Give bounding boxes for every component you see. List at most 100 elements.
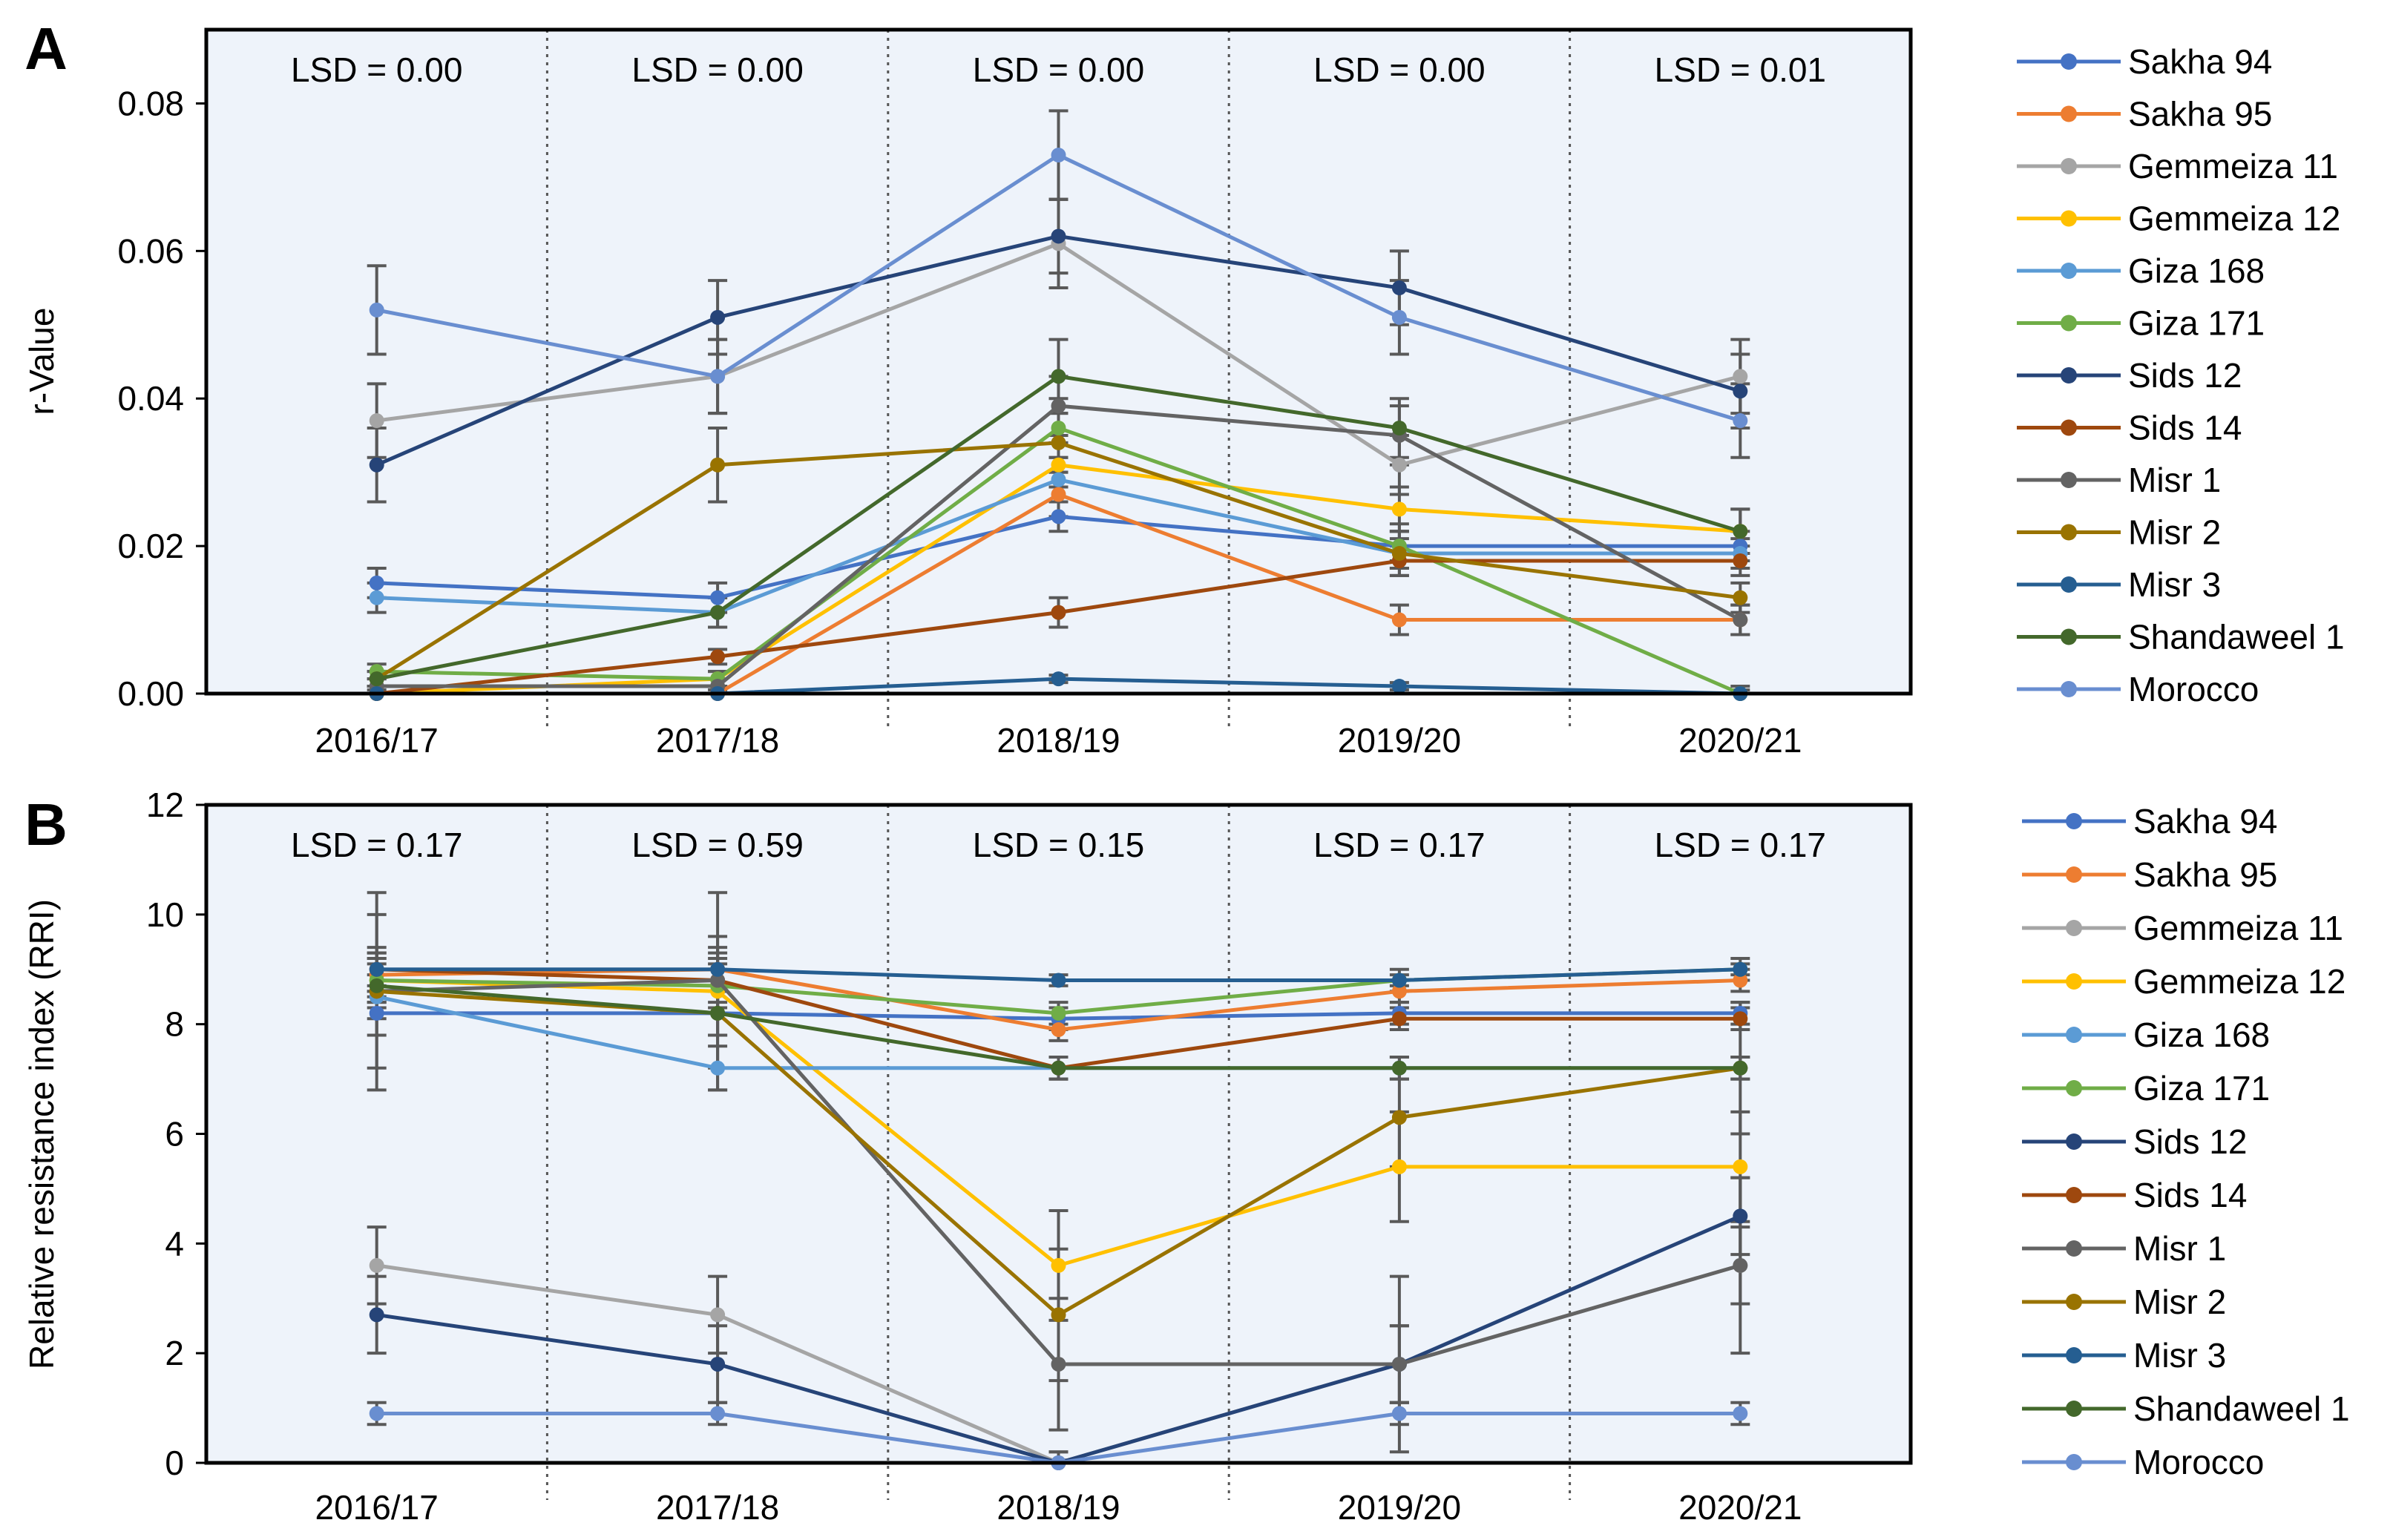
legend-label: Gemmeiza 11	[2133, 909, 2343, 947]
legend-label: Sakha 95	[2133, 855, 2277, 894]
data-point	[710, 309, 726, 325]
legend-swatch-marker	[2066, 1401, 2082, 1417]
legend-item: Misr 3	[2017, 565, 2221, 604]
legend-label: Misr 1	[2133, 1229, 2226, 1268]
data-point	[1733, 1406, 1748, 1421]
data-point	[710, 1406, 726, 1421]
legend-swatch-marker	[2061, 419, 2077, 436]
legend-item: Shandaweel 1	[2017, 618, 2345, 657]
data-point	[369, 1005, 384, 1021]
legend-item: Shandaweel 1	[2022, 1389, 2350, 1428]
data-point	[710, 590, 726, 605]
legend-item: Giza 168	[2022, 1016, 2270, 1054]
data-point	[369, 671, 384, 687]
legend-swatch-marker	[2061, 628, 2077, 645]
data-point	[1391, 421, 1407, 435]
data-point	[1051, 369, 1066, 384]
data-point	[1391, 1356, 1407, 1372]
data-point	[1733, 369, 1748, 384]
data-point	[1051, 605, 1066, 620]
legend-item: Sakha 94	[2022, 802, 2277, 840]
legend-label: Shandaweel 1	[2128, 618, 2345, 657]
data-point	[1391, 1159, 1407, 1174]
x-tick-label: 2018/19	[997, 721, 1120, 760]
data-point	[710, 1307, 726, 1323]
y-tick-label: 6	[165, 1115, 184, 1154]
legend-item: Gemmeiza 12	[2022, 962, 2346, 1001]
series-shandaweel-1	[369, 978, 1748, 1076]
y-tick-label: 0.04	[117, 379, 184, 418]
y-tick-label: 0.02	[117, 527, 184, 565]
data-point	[369, 590, 384, 605]
y-tick-label: 4	[165, 1224, 184, 1263]
legend-item: Sakha 95	[2017, 95, 2272, 134]
legend-item: Sakha 94	[2017, 42, 2272, 81]
data-point	[1051, 1257, 1066, 1273]
plot-frame	[204, 27, 1913, 696]
series-sids-12	[369, 228, 1748, 473]
data-point	[1391, 1060, 1407, 1076]
legend-swatch-marker	[2066, 973, 2082, 990]
data-point	[1733, 1208, 1748, 1224]
data-point	[1051, 973, 1066, 988]
legend-label: Gemmeiza 12	[2133, 962, 2346, 1001]
legend-item: Sids 12	[2017, 356, 2242, 395]
legend-swatch-marker	[2066, 1133, 2082, 1150]
legend-swatch-marker	[2066, 920, 2082, 936]
legend-item: Misr 2	[2017, 513, 2221, 552]
x-tick-label: 2019/20	[1338, 1488, 1461, 1527]
y-tick-label: 12	[146, 786, 184, 824]
lsd-label: LSD = 0.17	[1313, 826, 1485, 864]
data-point	[1391, 679, 1407, 694]
data-point	[1391, 457, 1407, 473]
legend-label: Sakha 95	[2128, 95, 2272, 134]
data-point	[1733, 1011, 1748, 1027]
series-misr-3	[369, 961, 1748, 988]
data-point	[1733, 590, 1748, 605]
data-point	[710, 1060, 726, 1076]
legend-item: Misr 1	[2017, 461, 2221, 499]
data-point	[1733, 973, 1748, 988]
legend-label: Misr 3	[2133, 1336, 2226, 1375]
legend-item: Gemmeiza 11	[2017, 147, 2338, 185]
legend-swatch-marker	[2066, 1240, 2082, 1257]
data-point	[1733, 1159, 1748, 1174]
legend-item: Sakha 95	[2022, 855, 2277, 894]
data-point	[710, 605, 726, 620]
x-tick-label: 2020/21	[1678, 721, 1802, 760]
legend-swatch-marker	[2066, 1294, 2082, 1310]
data-point	[1733, 384, 1748, 399]
legend-swatch-marker	[2066, 1347, 2082, 1363]
legend-swatch-marker	[2061, 263, 2077, 279]
legend-item: Misr 1	[2022, 1229, 2226, 1268]
data-point	[710, 1005, 726, 1021]
lsd-label: LSD = 0.15	[973, 826, 1144, 864]
legend-label: Misr 2	[2128, 513, 2221, 552]
data-point	[1051, 421, 1066, 435]
x-tick-label: 2016/17	[315, 721, 439, 760]
legend-label: Sids 12	[2133, 1122, 2247, 1161]
data-point	[710, 973, 726, 988]
data-point	[1391, 546, 1407, 562]
data-point	[710, 961, 726, 977]
data-point	[369, 961, 384, 977]
data-point	[1391, 984, 1407, 999]
y-axis-title: Relative resistance index (RRI)	[22, 899, 61, 1369]
data-point	[1391, 501, 1407, 517]
data-point	[369, 413, 384, 429]
data-point	[1391, 1406, 1407, 1421]
legend-swatch-marker	[2061, 681, 2077, 697]
data-point	[369, 978, 384, 993]
data-point	[1051, 228, 1066, 244]
legend-swatch-marker	[2066, 1454, 2082, 1470]
lsd-label: LSD = 0.01	[1655, 50, 1826, 89]
legend-swatch-marker	[2066, 1027, 2082, 1043]
data-point	[1391, 309, 1407, 325]
chart-panel-b: LSD = 0.17 LSD = 0.59 LSD = 0.15 LSD = 0.17…	[22, 786, 2350, 1527]
legend-label: Giza 168	[2128, 251, 2265, 290]
legend-swatch-marker	[2061, 576, 2077, 593]
data-point	[1733, 524, 1748, 539]
legend-label: Misr 3	[2128, 565, 2221, 604]
legend-label: Misr 1	[2128, 461, 2221, 499]
x-tick-label: 2017/18	[656, 721, 779, 760]
